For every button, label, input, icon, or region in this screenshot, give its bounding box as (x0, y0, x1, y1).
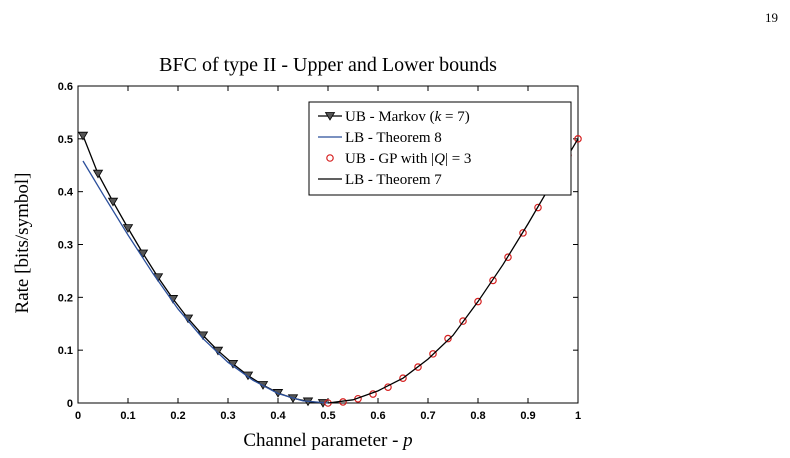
legend-item: UB - Markov (k = 7) (318, 109, 470, 125)
triangle-marker (122, 224, 134, 233)
series-line (82, 135, 324, 404)
y-tick-label: 0.4 (58, 187, 74, 199)
legend-label-text: UB - Markov ( (345, 109, 435, 125)
x-tick-label: 0.4 (270, 410, 286, 422)
circle-marker (519, 229, 527, 237)
x-tick-label: 0 (75, 410, 81, 422)
circle-marker (474, 297, 482, 306)
legend-label-var: Q (434, 151, 445, 167)
x-tick-label: 0.5 (320, 410, 335, 422)
triangle-marker (92, 169, 104, 179)
x-tick-label: 1 (575, 410, 581, 422)
circle-marker (414, 363, 422, 371)
y-axis-title-group: Rate [bits/symbol] (12, 173, 33, 314)
y-tick-label: 0.1 (58, 345, 73, 357)
x-tick-label: 0.2 (170, 410, 185, 422)
legend-label: UB - Markov (k = 7) (345, 109, 470, 125)
circle-marker (504, 253, 512, 261)
circle-marker-legend (326, 154, 334, 162)
legend-label: UB - GP with |Q| = 3 (345, 151, 471, 167)
y-tick-label: 0 (67, 398, 73, 410)
legend-item: UB - GP with |Q| = 3 (326, 151, 471, 167)
legend-label-suffix: = 7) (441, 109, 469, 125)
x-axis-title-text: Channel parameter - (243, 430, 403, 451)
y-axis-title: Rate [bits/symbol] (12, 173, 33, 314)
legend-label-text: LB - Theorem 8 (345, 130, 442, 146)
series-lb-theorem-8 (82, 160, 329, 404)
axis-ticks: 0 0.1 0.2 0.3 0.4 0.5 0.6 0.7 0.8 0.9 1 0 0.1 0.2 0.3 0… (58, 81, 581, 422)
legend-label: LB - Theorem 7 (345, 172, 442, 188)
legend-item: LB - Theorem 7 (318, 172, 442, 188)
series-line (327, 138, 579, 404)
legend-label-suffix: | = 3 (445, 151, 471, 167)
circle-marker (444, 334, 452, 343)
legend-item: LB - Theorem 8 (318, 130, 442, 146)
chart-title: BFC of type II - Upper and Lower bounds (159, 54, 497, 76)
legend-box (308, 101, 572, 196)
legend-label-text: LB - Theorem 7 (345, 172, 442, 188)
circle-marker (459, 317, 467, 325)
circle-marker (534, 203, 542, 212)
legend-label: LB - Theorem 8 (345, 130, 442, 146)
x-tick-label: 0.6 (370, 410, 385, 422)
x-tick-label: 0.3 (220, 410, 235, 422)
circle-marker (399, 374, 407, 382)
circle-marker (574, 135, 582, 143)
y-tick-label: 0.3 (58, 240, 73, 252)
triangle-marker (77, 131, 89, 141)
y-tick-label: 0.2 (58, 292, 73, 304)
series-ub-markov-k-7- (77, 131, 329, 408)
legend: UB - Markov (k = 7) LB - Theorem 8 UB - GP… (308, 101, 572, 196)
y-tick-label: 0.5 (58, 134, 73, 146)
series-line (82, 160, 329, 404)
page-number: 19 (765, 10, 778, 25)
legend-label-var: k (435, 109, 442, 125)
circle-marker (429, 350, 437, 358)
triangle-marker (107, 197, 119, 207)
x-tick-label: 0.7 (420, 410, 435, 422)
circle-marker (489, 276, 497, 285)
x-axis-title: Channel parameter - p (243, 430, 412, 451)
y-tick-label: 0.6 (58, 81, 73, 93)
x-axis-title-var: p (401, 430, 413, 451)
legend-label-text: UB - GP with | (345, 151, 434, 167)
x-tick-label: 0.9 (520, 410, 535, 422)
x-tick-label: 0.1 (120, 410, 135, 422)
x-tick-label: 0.8 (470, 410, 485, 422)
triangle-marker-legend (324, 112, 336, 121)
series-lb-theorem-7 (327, 138, 579, 404)
